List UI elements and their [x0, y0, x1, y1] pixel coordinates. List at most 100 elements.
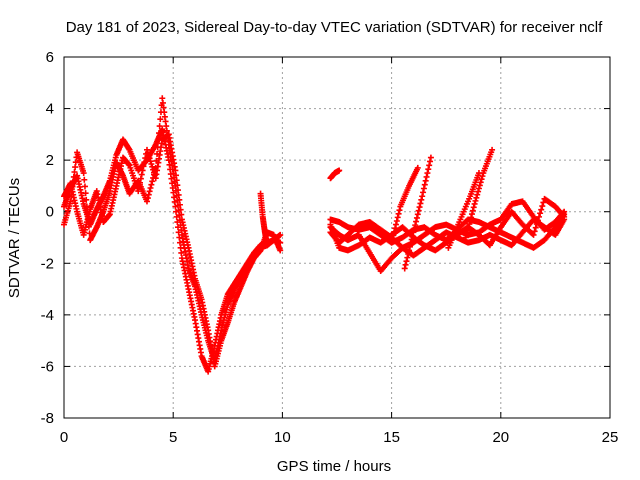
- data-point: [145, 191, 152, 198]
- data-point: [406, 247, 413, 254]
- data-point: [468, 211, 475, 218]
- data-point: [475, 185, 482, 192]
- data-point: [401, 265, 408, 272]
- y-tick-label: -6: [41, 358, 54, 375]
- data-point: [489, 146, 496, 153]
- y-tick-label: -4: [41, 307, 54, 324]
- data-point: [389, 236, 396, 243]
- data-point: [264, 242, 271, 249]
- grid: [64, 57, 610, 418]
- data-point: [402, 261, 409, 268]
- data-point: [479, 173, 486, 180]
- data-point: [470, 204, 477, 211]
- y-tick-label: -8: [41, 410, 54, 427]
- data-point: [539, 203, 546, 210]
- data-point: [417, 200, 424, 207]
- data-point: [411, 225, 418, 232]
- data-point: [277, 231, 284, 238]
- data-points: [61, 95, 568, 375]
- data-point: [81, 176, 88, 183]
- data-point: [393, 217, 400, 224]
- data-point: [156, 123, 163, 130]
- data-point: [143, 146, 150, 153]
- data-point: [140, 163, 147, 170]
- data-point: [144, 149, 151, 156]
- data-point: [427, 158, 434, 165]
- data-point: [531, 228, 538, 235]
- data-point: [395, 210, 402, 217]
- data-point: [394, 214, 401, 221]
- data-point: [148, 161, 155, 168]
- data-point: [391, 228, 398, 235]
- data-point: [148, 181, 155, 188]
- data-point: [404, 254, 411, 261]
- data-point: [465, 224, 472, 231]
- data-point: [472, 197, 479, 204]
- data-point: [426, 162, 433, 169]
- data-point: [81, 183, 88, 190]
- data-point: [390, 232, 397, 239]
- data-point: [427, 154, 434, 161]
- data-point: [82, 190, 89, 197]
- data-point: [149, 178, 156, 185]
- data-point: [144, 195, 151, 202]
- data-point: [410, 229, 417, 236]
- data-point: [418, 196, 425, 203]
- data-point: [409, 232, 416, 239]
- data-point: [137, 175, 144, 182]
- plot-frame: [63, 56, 611, 419]
- data-point: [407, 240, 414, 247]
- data-point: [388, 239, 395, 246]
- data-point: [139, 167, 146, 174]
- data-point: [146, 188, 153, 195]
- data-point: [392, 225, 399, 232]
- data-point: [536, 213, 543, 220]
- series-track-g: [327, 216, 568, 275]
- data-point: [138, 171, 145, 178]
- data-point: [420, 185, 427, 192]
- data-point: [420, 189, 427, 196]
- data-point: [146, 155, 153, 162]
- data-point: [538, 206, 545, 213]
- data-point: [135, 188, 142, 195]
- data-point: [178, 249, 185, 256]
- x-tick-label: 0: [60, 429, 68, 446]
- data-point: [145, 152, 152, 159]
- data-point: [561, 216, 568, 223]
- axis-ticks: 0 5 10 15 20 25 -8 -6 -4 -2 0 2 4 6: [41, 49, 619, 446]
- data-point: [530, 231, 537, 238]
- data-point: [532, 224, 539, 231]
- data-point: [406, 243, 413, 250]
- data-point: [147, 158, 154, 165]
- data-point: [83, 196, 90, 203]
- data-point: [467, 217, 474, 224]
- data-point: [80, 170, 87, 177]
- x-tick-label: 25: [602, 429, 619, 446]
- data-point: [422, 177, 429, 184]
- data-point: [468, 214, 475, 221]
- y-tick-label: 6: [46, 49, 54, 66]
- y-tick-label: 2: [46, 152, 54, 169]
- data-point: [405, 251, 412, 258]
- data-point: [396, 207, 403, 214]
- data-point: [137, 179, 144, 186]
- series-rising-4: [462, 146, 496, 241]
- data-point: [475, 188, 482, 195]
- data-point: [416, 204, 423, 211]
- data-point: [414, 211, 421, 218]
- data-point: [413, 218, 420, 225]
- series-rising-1: [388, 164, 421, 246]
- series-track-b: [61, 95, 284, 365]
- series-start-12h: [327, 167, 343, 182]
- y-tick-label: 4: [46, 101, 54, 118]
- data-point: [149, 163, 156, 170]
- data-point: [415, 207, 422, 214]
- data-point: [419, 193, 426, 200]
- data-point: [136, 183, 143, 190]
- series-track-c: [61, 131, 284, 370]
- y-axis-label: SDTVAR / TECUs: [6, 178, 23, 298]
- data-point: [471, 200, 478, 207]
- x-tick-label: 15: [383, 429, 400, 446]
- data-point: [412, 222, 419, 229]
